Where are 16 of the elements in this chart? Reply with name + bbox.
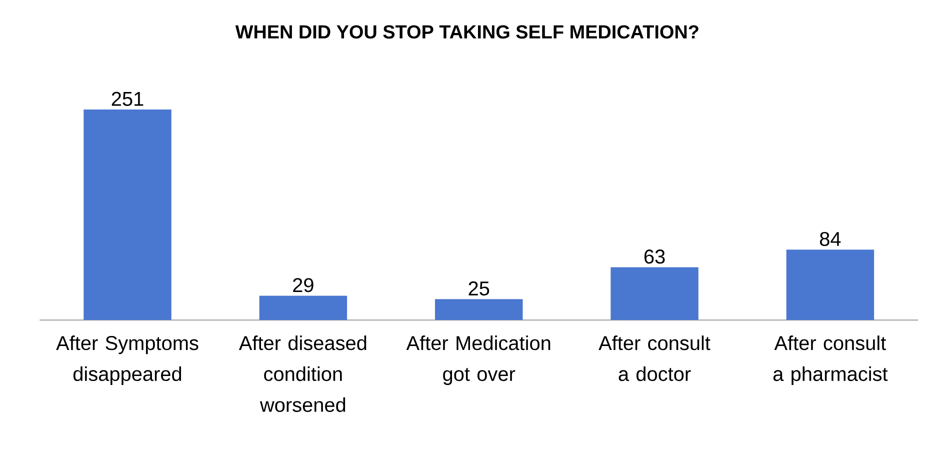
bar (786, 250, 874, 320)
bar (259, 296, 348, 320)
data-label: 29 (293, 278, 314, 292)
x-tick-label: After diseased condition worsened (238, 336, 366, 412)
data-label: 25 (468, 282, 490, 296)
data-label: 84 (820, 232, 841, 246)
x-tick-label: After Medication got over (406, 336, 550, 386)
x-tick-label: After consult a doctor (598, 336, 710, 382)
bar (434, 299, 523, 320)
chart-title: WHEN DID YOU STOP TAKING SELF MEDICATION? (235, 25, 698, 39)
bar (610, 267, 698, 320)
bar (84, 110, 172, 320)
x-tick-label: After consult a pharmacist (773, 336, 888, 386)
data-label: 63 (644, 250, 665, 264)
data-label: 251 (112, 92, 144, 106)
x-tick-label: After Symptoms disappeared (56, 336, 198, 386)
